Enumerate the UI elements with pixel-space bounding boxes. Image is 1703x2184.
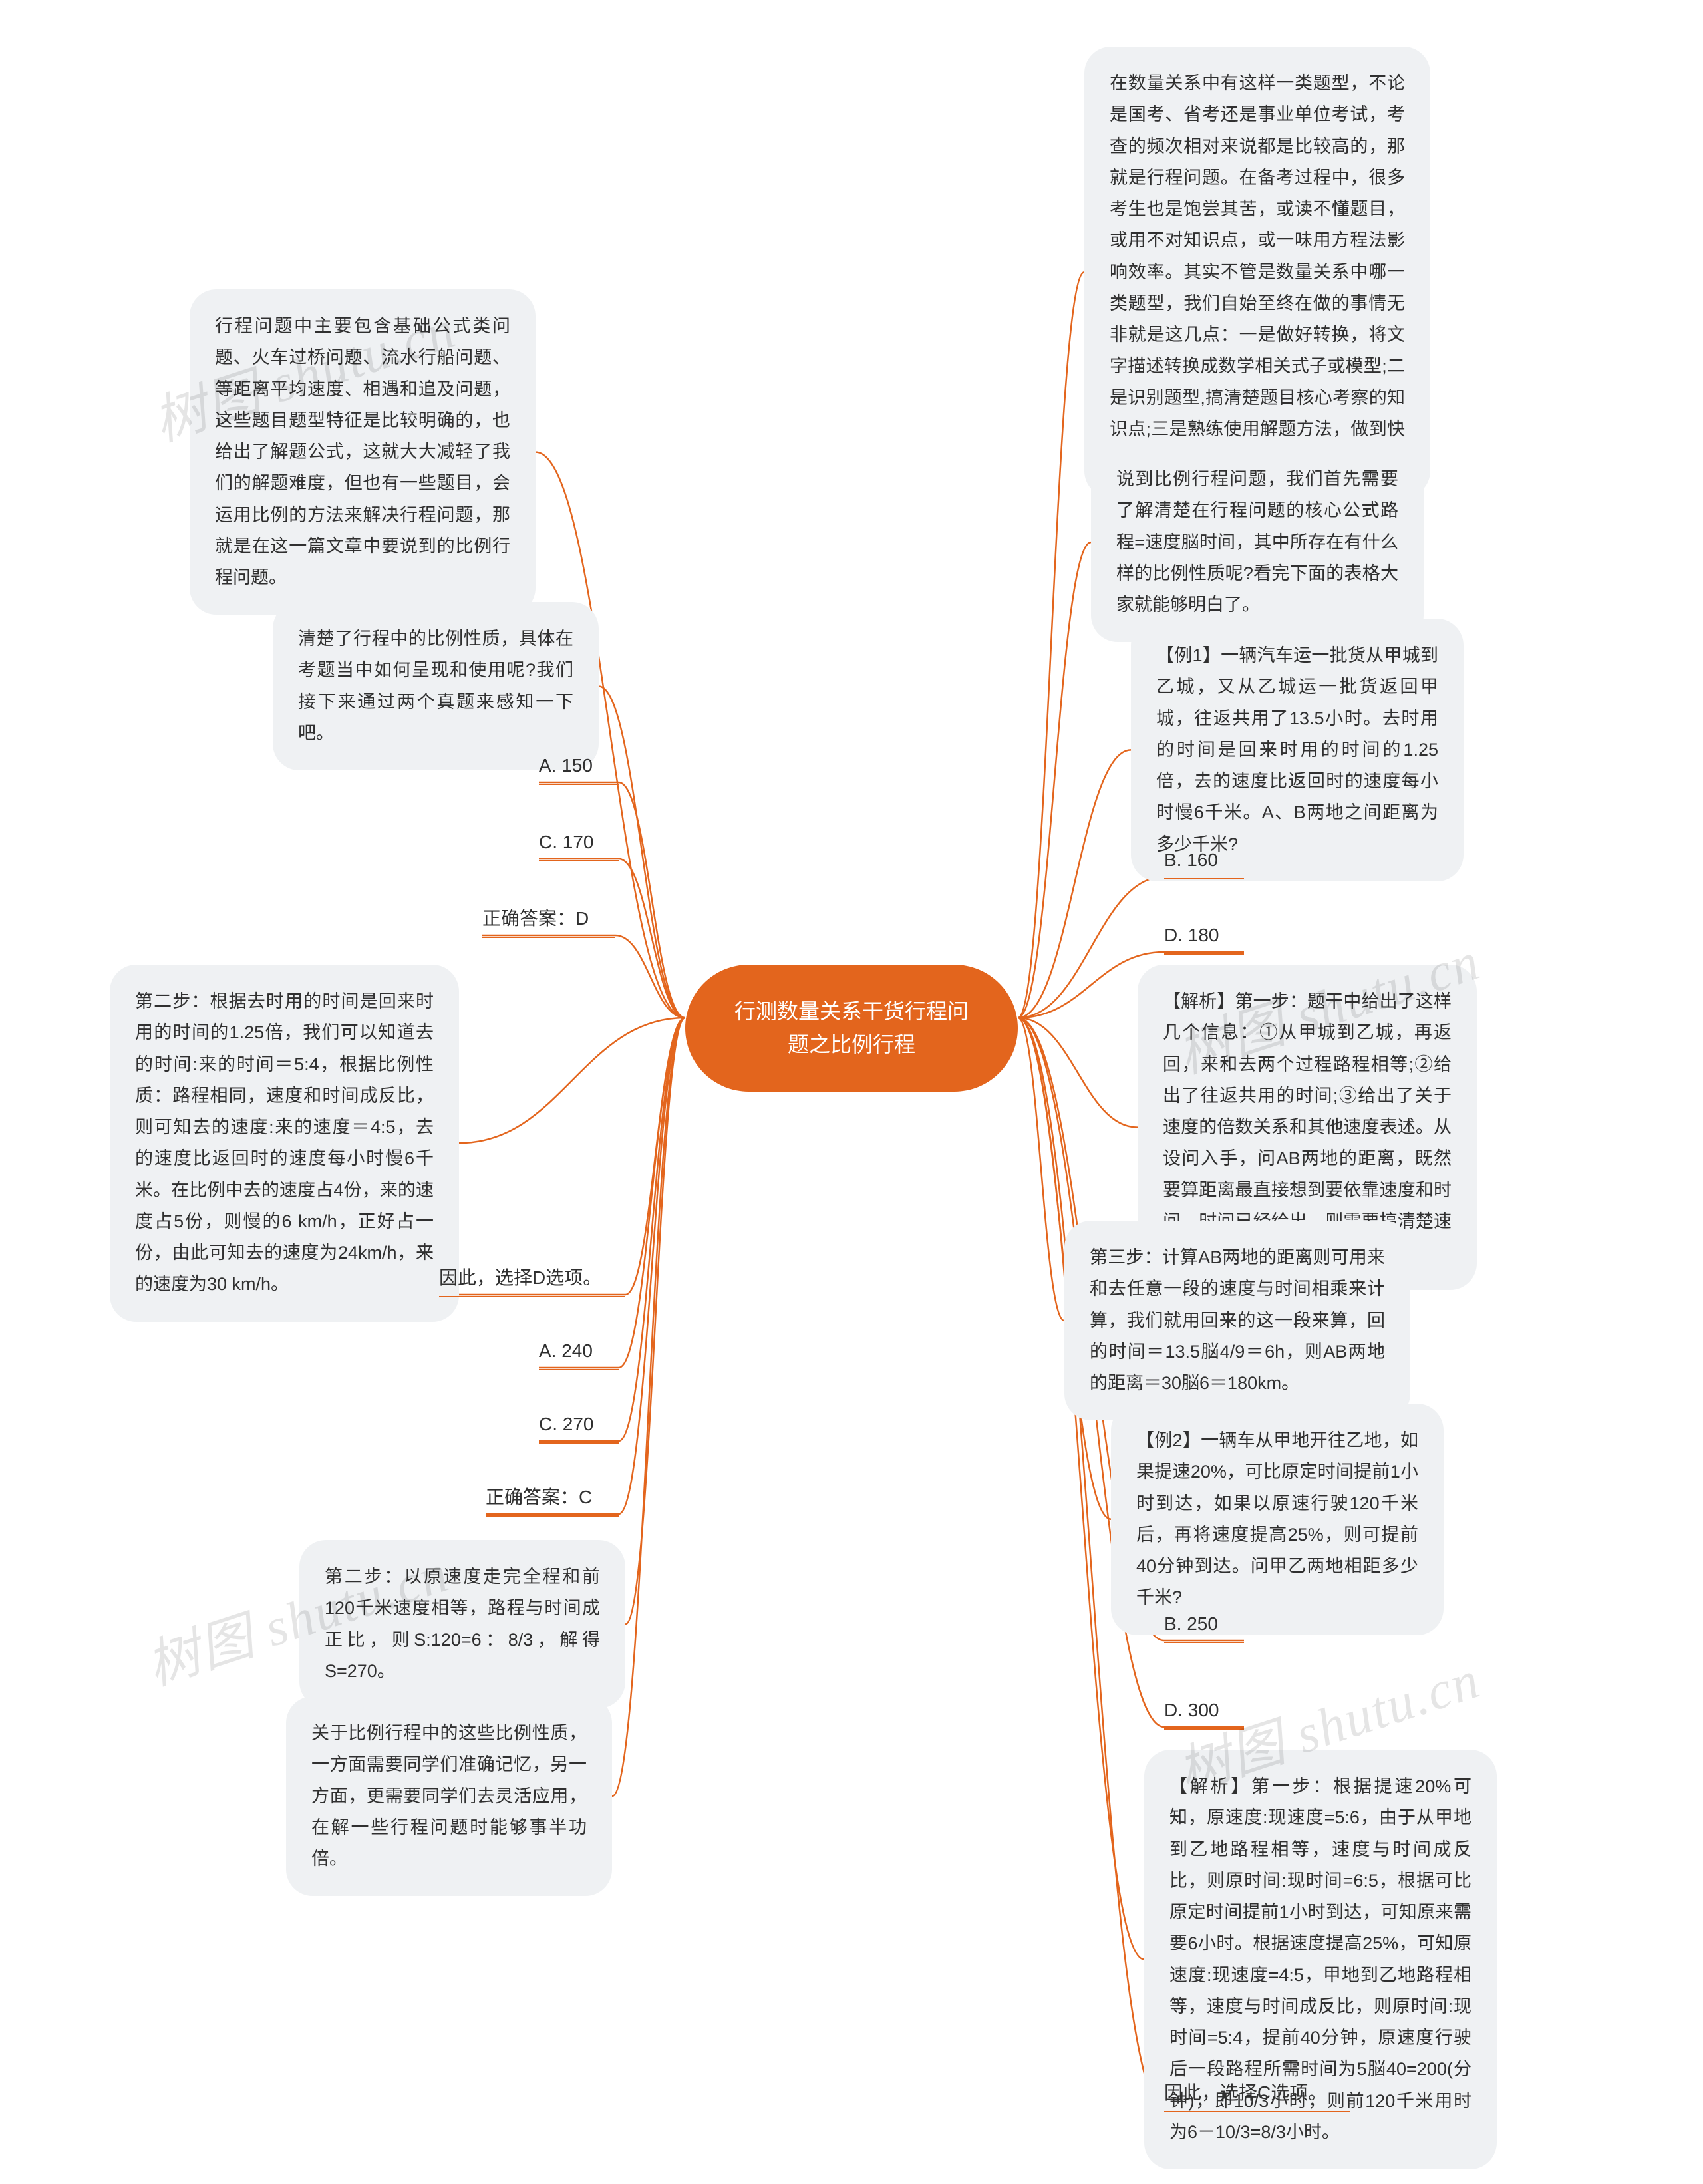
- edge: [459, 1018, 685, 1143]
- bubble-node: 第二步：以原速度走完全程和前120千米速度相等，路程与时间成正比，则S:120=…: [299, 1540, 625, 1708]
- node-text: B. 250: [1164, 1613, 1218, 1634]
- node-text: D. 180: [1164, 925, 1219, 945]
- edge: [1018, 1018, 1138, 1128]
- node-text: 说到比例行程问题，我们首先需要了解清楚在行程问题的核心公式路程=速度脳时间，其中…: [1116, 469, 1398, 615]
- bubble-node: 清楚了行程中的比例性质，具体在考题当中如何呈现和使用呢?我们接下来通过两个真题来…: [273, 602, 599, 770]
- node-text: 【例1】一辆汽车运一批货从甲城到乙城，又从乙城运一批货返回甲城，往返共用了13.…: [1156, 645, 1438, 854]
- leaf-node: A. 150: [539, 752, 619, 785]
- edge: [619, 1018, 685, 1368]
- node-text: 第二步：根据去时用的时间是回来时用的时间的1.25倍，我们可以知道去的时间:来的…: [135, 991, 434, 1294]
- leaf-node: 正确答案：C: [486, 1483, 619, 1517]
- node-text: 【例2】一辆车从甲地开往乙地，如果提速20%，可比原定时间提前1小时到达，如果以…: [1136, 1430, 1418, 1607]
- node-text: 因此，选择C选项。: [1164, 2082, 1326, 2103]
- leaf-node: 因此，选择D选项。: [439, 1264, 625, 1297]
- edge: [625, 1018, 685, 1295]
- leaf-node: 正确答案：D: [482, 905, 615, 938]
- edge: [625, 1018, 685, 1625]
- node-text: 在数量关系中有这样一类题型，不论是国考、省考还是事业单位考试，考查的频次相对来说…: [1110, 73, 1405, 470]
- node-text: B. 160: [1164, 850, 1218, 870]
- bubble-node: 在数量关系中有这样一类题型，不论是国考、省考还是事业单位考试，考查的频次相对来说…: [1084, 47, 1430, 498]
- edge: [1018, 272, 1084, 1018]
- bubble-node: 【例2】一辆车从甲地开往乙地，如果提速20%，可比原定时间提前1小时到达，如果以…: [1111, 1404, 1444, 1635]
- bubble-node: 【例1】一辆汽车运一批货从甲城到乙城，又从乙城运一批货返回甲城，往返共用了13.…: [1131, 619, 1464, 881]
- edge: [619, 1018, 685, 1441]
- node-text: C. 170: [539, 832, 594, 852]
- node-text: 正确答案：C: [486, 1487, 592, 1507]
- node-text: A. 240: [539, 1340, 593, 1361]
- node-text: 清楚了行程中的比例性质，具体在考题当中如何呈现和使用呢?我们接下来通过两个真题来…: [298, 629, 573, 743]
- edge: [615, 935, 685, 1018]
- node-text: D. 300: [1164, 1700, 1219, 1720]
- node-text: 第二步：以原速度走完全程和前120千米速度相等，路程与时间成正比，则S:120=…: [325, 1567, 600, 1681]
- edge: [619, 782, 685, 1018]
- node-text: 行程问题中主要包含基础公式类问题、火车过桥问题、流水行船问题、等距离平均速度、相…: [215, 316, 510, 587]
- node-text: 因此，选择D选项。: [439, 1267, 601, 1288]
- node-text: 第三步：计算AB两地的距离则可用来和去任意一段的速度与时间相乘来计算，我们就用回…: [1090, 1247, 1385, 1393]
- leaf-node: A. 240: [539, 1337, 619, 1370]
- bubble-node: 关于比例行程中的这些比例性质，一方面需要同学们准确记忆，另一方面，更需要同学们去…: [286, 1696, 612, 1896]
- node-text: 正确答案：D: [482, 908, 589, 929]
- edge: [1018, 1018, 1064, 1321]
- edge: [1018, 542, 1091, 1018]
- edge: [619, 859, 685, 1018]
- leaf-node: B. 250: [1164, 1610, 1244, 1643]
- node-text: A. 150: [539, 755, 593, 776]
- bubble-node: 第二步：根据去时用的时间是回来时用的时间的1.25倍，我们可以知道去的时间:来的…: [110, 965, 459, 1322]
- center-node: 行测数量关系干货行程问 题之比例行程: [685, 965, 1018, 1092]
- bubble-node: 行程问题中主要包含基础公式类问题、火车过桥问题、流水行船问题、等距离平均速度、相…: [190, 289, 536, 615]
- leaf-node: D. 300: [1164, 1696, 1244, 1730]
- node-text: 关于比例行程中的这些比例性质，一方面需要同学们准确记忆，另一方面，更需要同学们去…: [311, 1723, 587, 1869]
- bubble-node: 第三步：计算AB两地的距离则可用来和去任意一段的速度与时间相乘来计算，我们就用回…: [1064, 1221, 1410, 1420]
- leaf-node: C. 170: [539, 828, 619, 861]
- edge: [619, 1018, 685, 1514]
- leaf-node: B. 160: [1164, 846, 1244, 879]
- edge: [1018, 750, 1131, 1018]
- leaf-node: D. 180: [1164, 921, 1244, 955]
- bubble-node: 说到比例行程问题，我们首先需要了解清楚在行程问题的核心公式路程=速度脳时间，其中…: [1091, 442, 1424, 642]
- node-text: C. 270: [539, 1414, 594, 1434]
- leaf-node: 因此，选择C选项。: [1164, 2079, 1350, 2112]
- center-title: 行测数量关系干货行程问 题之比例行程: [734, 999, 969, 1056]
- leaf-node: C. 270: [539, 1410, 619, 1444]
